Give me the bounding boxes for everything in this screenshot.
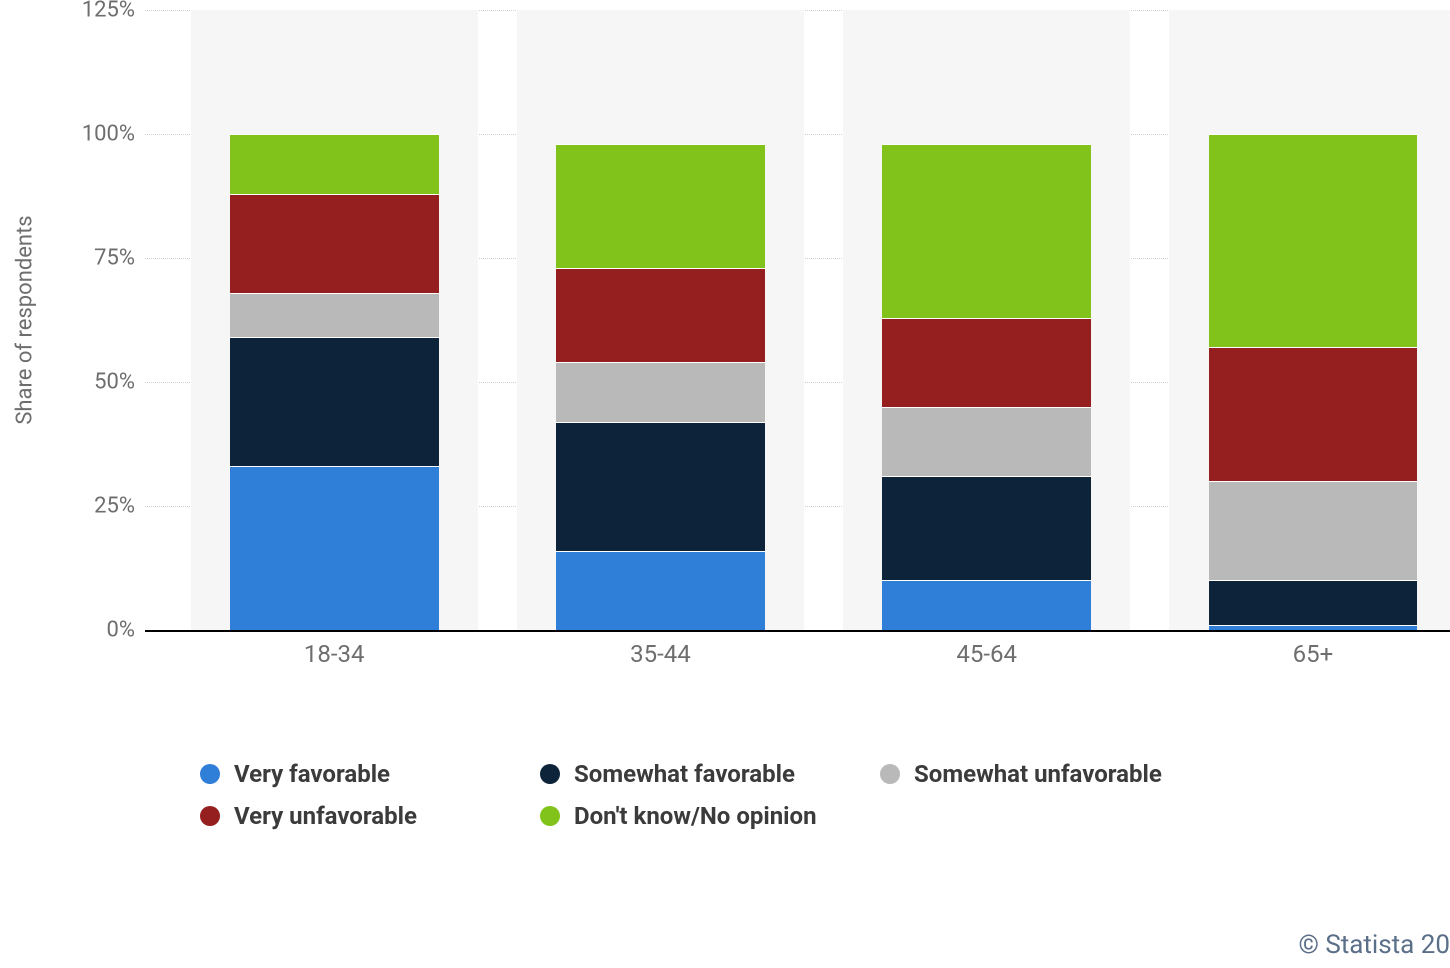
bar-segment-somewhat_favorable[interactable]	[230, 337, 439, 466]
bar-segment-very_favorable[interactable]	[1209, 625, 1418, 630]
bar-segment-very_unfavorable[interactable]	[556, 268, 765, 362]
bar-segment-very_favorable[interactable]	[556, 551, 765, 630]
bar-segment-very_unfavorable[interactable]	[1209, 347, 1418, 481]
legend-label: Somewhat favorable	[574, 760, 795, 788]
bar-segment-somewhat_unfavorable[interactable]	[1209, 481, 1418, 580]
bar-segment-very_favorable[interactable]	[882, 580, 1091, 630]
legend-item-dont_know[interactable]: Don't know/No opinion	[540, 802, 880, 830]
bar-segment-dont_know[interactable]	[556, 144, 765, 268]
legend-label: Very favorable	[234, 760, 390, 788]
bar-segment-somewhat_favorable[interactable]	[556, 422, 765, 551]
bar-segment-somewhat_favorable[interactable]	[1209, 580, 1418, 625]
stacked-bar-chart: Share of respondents Very favorable Somew…	[0, 0, 1450, 968]
legend-swatch-icon	[200, 806, 220, 826]
bar-segment-dont_know[interactable]	[882, 144, 1091, 318]
legend-item-somewhat_unfavorable[interactable]: Somewhat unfavorable	[880, 760, 1220, 788]
legend-label: Don't know/No opinion	[574, 802, 817, 830]
bar-group	[556, 144, 765, 630]
legend-item-very_favorable[interactable]: Very favorable	[200, 760, 540, 788]
legend: Very favorable Somewhat favorable Somewhat…	[200, 760, 1300, 830]
bar-segment-dont_know[interactable]	[1209, 134, 1418, 347]
y-tick-label: 100%	[55, 122, 135, 147]
bar-segment-very_unfavorable[interactable]	[230, 194, 439, 293]
bar-group	[230, 134, 439, 630]
y-axis-title: Share of respondents	[13, 215, 38, 424]
x-tick-label: 65+	[1293, 640, 1334, 668]
legend-item-somewhat_favorable[interactable]: Somewhat favorable	[540, 760, 880, 788]
y-tick-label: 125%	[55, 0, 135, 23]
y-tick-label: 75%	[55, 246, 135, 271]
legend-swatch-icon	[540, 806, 560, 826]
legend-label: Somewhat unfavorable	[914, 760, 1162, 788]
bar-segment-somewhat_favorable[interactable]	[882, 476, 1091, 580]
bar-segment-somewhat_unfavorable[interactable]	[556, 362, 765, 422]
legend-swatch-icon	[200, 764, 220, 784]
y-tick-label: 25%	[55, 494, 135, 519]
plot-area	[145, 10, 1450, 632]
legend-swatch-icon	[540, 764, 560, 784]
bar-segment-somewhat_unfavorable[interactable]	[230, 293, 439, 338]
y-tick-label: 0%	[55, 618, 135, 643]
legend-item-very_unfavorable[interactable]: Very unfavorable	[200, 802, 540, 830]
legend-swatch-icon	[880, 764, 900, 784]
bar-segment-very_unfavorable[interactable]	[882, 318, 1091, 407]
bar-segment-dont_know[interactable]	[230, 134, 439, 194]
bar-group	[1209, 134, 1418, 630]
legend-label: Very unfavorable	[234, 802, 417, 830]
bar-group	[882, 144, 1091, 630]
y-tick-label: 50%	[55, 370, 135, 395]
x-tick-label: 35-44	[630, 640, 691, 668]
bar-segment-somewhat_unfavorable[interactable]	[882, 407, 1091, 476]
bar-segment-very_favorable[interactable]	[230, 466, 439, 630]
x-tick-label: 18-34	[304, 640, 365, 668]
attribution-text: © Statista 20	[1298, 930, 1450, 960]
x-tick-label: 45-64	[956, 640, 1017, 668]
